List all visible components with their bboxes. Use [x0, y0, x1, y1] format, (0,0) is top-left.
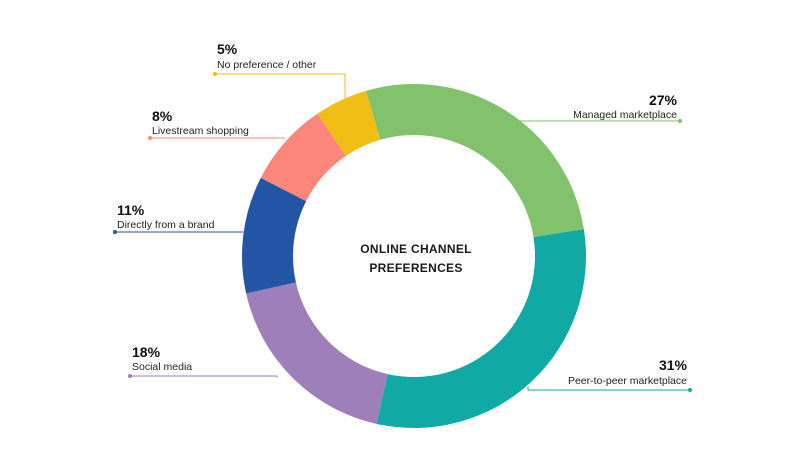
slice-social-media	[246, 282, 388, 424]
slice-value-social-media: 18%	[132, 344, 161, 360]
slice-label-livestream-shopping: Livestream shopping	[152, 125, 249, 137]
slice-value-managed-marketplace: 27%	[649, 92, 678, 108]
leader-dot-no-preference-other	[213, 72, 217, 76]
slice-label-managed-marketplace: Managed marketplace	[573, 109, 677, 121]
leader-line-no-preference-other	[215, 73, 346, 129]
leader-dot-peer-to-peer-marketplace	[688, 388, 692, 392]
slice-value-livestream-shopping: 8%	[152, 108, 173, 124]
slice-label-directly-from-a-brand: Directly from a brand	[117, 219, 215, 231]
slice-directly-from-a-brand	[242, 177, 307, 294]
chart-title-line-2: PREFERENCES	[369, 261, 462, 275]
leader-dot-directly-from-a-brand	[113, 230, 117, 234]
leader-line-peer-to-peer-marketplace	[527, 386, 690, 391]
slice-managed-marketplace	[366, 83, 584, 238]
slice-label-peer-to-peer-marketplace: Peer-to-peer marketplace	[568, 375, 687, 387]
slice-value-directly-from-a-brand: 11%	[117, 202, 145, 218]
donut-slices	[242, 83, 586, 428]
slice-value-no-preference-other: 5%	[217, 41, 238, 57]
slice-label-no-preference-other: No preference / other	[217, 59, 317, 71]
leader-line-social-media	[130, 375, 278, 378]
leader-dot-managed-marketplace	[678, 119, 682, 123]
slice-labels: 27%Managed marketplace 31% Peer-to-peer ma…	[117, 41, 688, 387]
slice-livestream-shopping	[260, 113, 346, 202]
slice-peer-to-peer-marketplace	[376, 229, 586, 428]
leader-dot-social-media	[128, 374, 132, 378]
slice-label-social-media: Social media	[132, 361, 192, 373]
slice-no-preference-other	[317, 90, 381, 156]
chart-title-line-1: ONLINE CHANNEL	[360, 242, 472, 256]
leader-lines	[113, 72, 692, 392]
leader-dot-livestream-shopping	[148, 136, 152, 140]
slice-value-peer-to-peer-marketplace: 31%	[659, 357, 688, 373]
